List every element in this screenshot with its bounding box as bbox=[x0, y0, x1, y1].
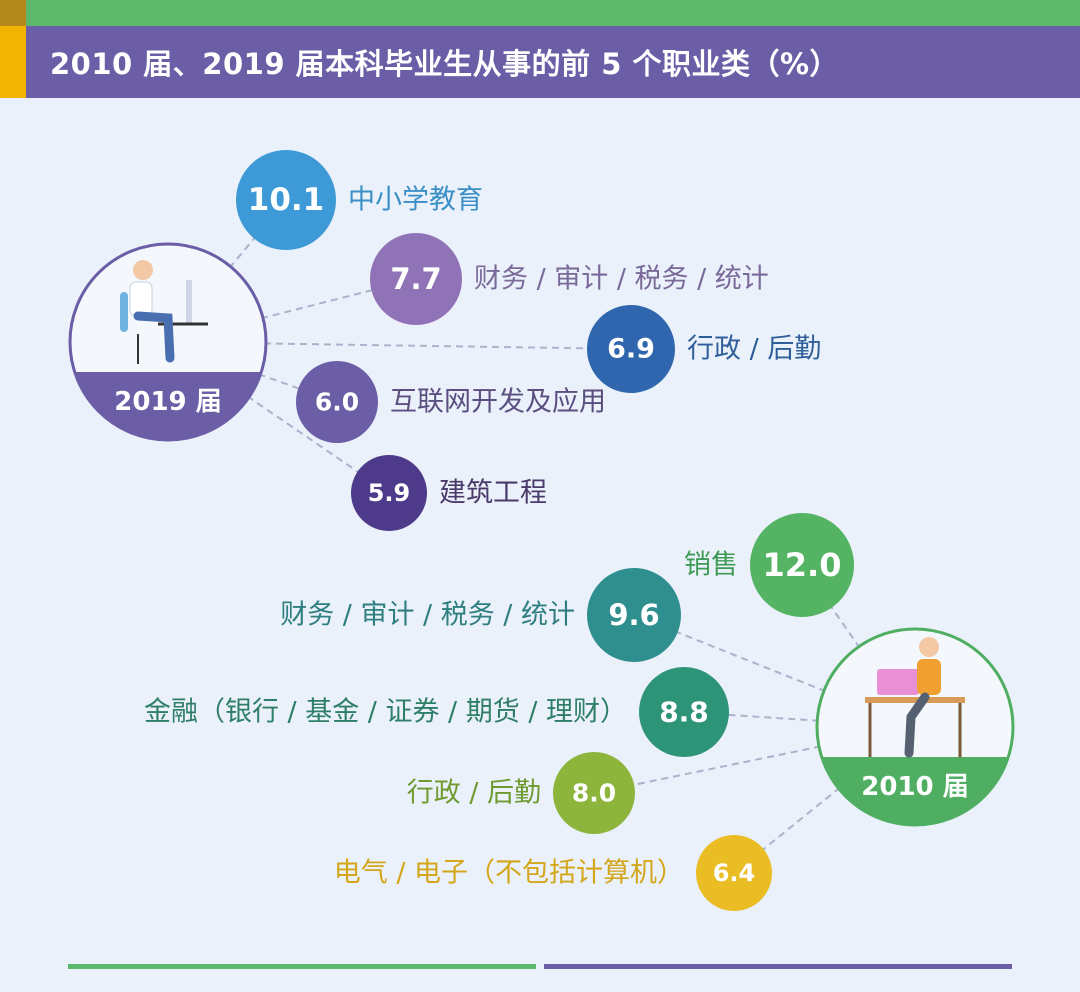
person-body-icon bbox=[129, 281, 153, 317]
value-label: 6.0 bbox=[315, 388, 359, 417]
hub-label: 2019 届 bbox=[114, 387, 221, 417]
monitor-icon bbox=[186, 280, 192, 324]
category-label: 财务 / 审计 / 税务 / 统计 bbox=[474, 264, 769, 295]
connector-line bbox=[167, 341, 390, 494]
person-body-icon bbox=[917, 659, 941, 695]
value-label: 10.1 bbox=[248, 182, 325, 218]
value-label: 8.0 bbox=[572, 779, 616, 808]
category-label: 行政 / 后勤 bbox=[407, 778, 541, 809]
value-label: 12.0 bbox=[763, 546, 842, 584]
value-bubble bbox=[370, 233, 462, 325]
category-label: 销售 bbox=[684, 550, 738, 581]
value-label: 6.4 bbox=[713, 859, 756, 887]
value-bubble bbox=[639, 667, 729, 757]
value-bubble bbox=[750, 513, 854, 617]
value-label: 8.8 bbox=[659, 696, 709, 729]
footer-line-green bbox=[68, 964, 536, 969]
value-label: 7.7 bbox=[390, 262, 441, 296]
category-label: 金融（银行 / 基金 / 证券 / 期货 / 理财） bbox=[144, 697, 627, 728]
category-label: 电气 / 电子（不包括计算机） bbox=[334, 858, 684, 889]
person-legs-icon bbox=[133, 311, 175, 363]
category-label: 建筑工程 bbox=[439, 478, 547, 509]
hub-label: 2010 届 bbox=[861, 772, 968, 802]
chair-back-icon bbox=[120, 292, 128, 332]
category-label: 财务 / 审计 / 税务 / 统计 bbox=[280, 600, 575, 631]
category-label: 互联网开发及应用 bbox=[390, 387, 606, 418]
person-legs-icon bbox=[904, 692, 930, 758]
value-bubble bbox=[587, 568, 681, 662]
value-label: 9.6 bbox=[608, 598, 659, 632]
person-head-icon bbox=[133, 260, 153, 280]
footer-line-purple bbox=[544, 964, 1012, 969]
value-label: 5.9 bbox=[368, 479, 411, 507]
value-bubble bbox=[553, 752, 635, 834]
category-label: 中小学教育 bbox=[348, 185, 483, 216]
value-bubble bbox=[351, 455, 427, 531]
category-label: 行政 / 后勤 bbox=[687, 334, 821, 365]
value-label: 6.9 bbox=[607, 334, 655, 365]
person-head-icon bbox=[919, 637, 939, 657]
value-bubble bbox=[236, 150, 336, 250]
value-bubble bbox=[587, 305, 675, 393]
value-bubble bbox=[296, 361, 378, 443]
top-green-band bbox=[26, 0, 1080, 26]
chart-title: 2010 届、2019 届本科毕业生从事的前 5 个职业类（%） bbox=[26, 26, 1080, 98]
corner-accent bbox=[0, 0, 26, 26]
desk-icon bbox=[865, 697, 965, 703]
title-accent-tab bbox=[0, 26, 26, 98]
laptop-icon bbox=[877, 669, 919, 695]
value-bubble bbox=[696, 835, 772, 911]
